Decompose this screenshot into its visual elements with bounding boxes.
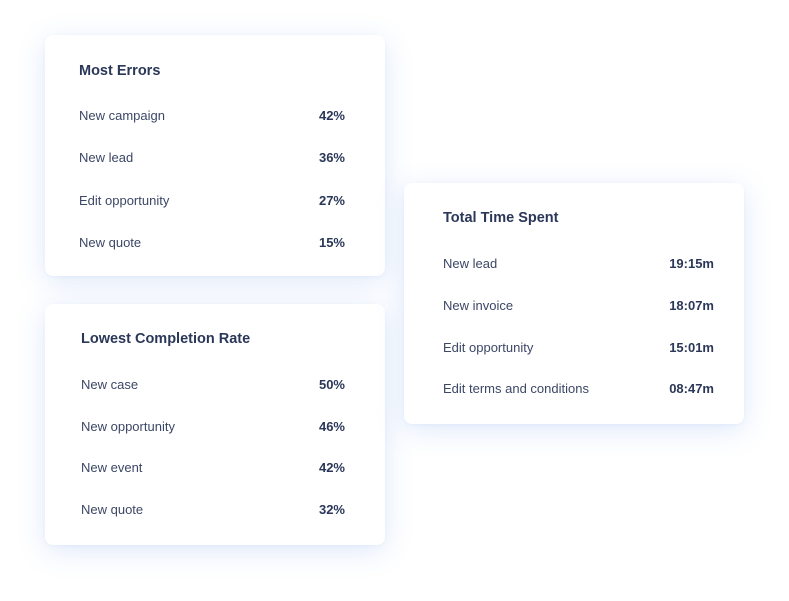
row-label: New lead bbox=[443, 256, 498, 271]
row-value: 08:47m bbox=[669, 381, 714, 396]
row-label: New campaign bbox=[79, 108, 165, 123]
row-value: 18:07m bbox=[669, 298, 714, 313]
row-value: 19:15m bbox=[669, 256, 714, 271]
row-value: 27% bbox=[318, 193, 345, 208]
row-value: 15% bbox=[318, 235, 345, 250]
card-title: Lowest Completion Rate bbox=[81, 331, 251, 347]
row-label: New opportunity bbox=[81, 419, 175, 434]
row-label: Edit opportunity bbox=[443, 340, 534, 355]
row-value: 32% bbox=[318, 502, 345, 517]
row-label: Edit opportunity bbox=[79, 193, 170, 208]
row-label: New quote bbox=[79, 235, 142, 250]
most-errors-card: Most Errors New campaign 42% New lead 36… bbox=[45, 35, 385, 276]
row-label: New event bbox=[81, 460, 143, 475]
row-value: 46% bbox=[318, 419, 345, 434]
row-label: New case bbox=[81, 377, 139, 392]
card-title: Most Errors bbox=[79, 63, 161, 79]
row-label: New invoice bbox=[443, 298, 514, 313]
row-label: New quote bbox=[81, 502, 144, 517]
row-value: 15:01m bbox=[669, 340, 714, 355]
lowest-completion-rate-card: Lowest Completion Rate New case 50% New … bbox=[45, 304, 385, 545]
total-time-spent-card: Total Time Spent New lead 19:15m New inv… bbox=[404, 183, 744, 424]
row-label: Edit terms and conditions bbox=[443, 381, 589, 396]
row-label: New lead bbox=[79, 150, 134, 165]
row-value: 36% bbox=[318, 150, 345, 165]
row-value: 42% bbox=[318, 460, 345, 475]
card-title: Total Time Spent bbox=[443, 210, 559, 226]
row-value: 42% bbox=[318, 108, 345, 123]
row-value: 50% bbox=[318, 377, 345, 392]
